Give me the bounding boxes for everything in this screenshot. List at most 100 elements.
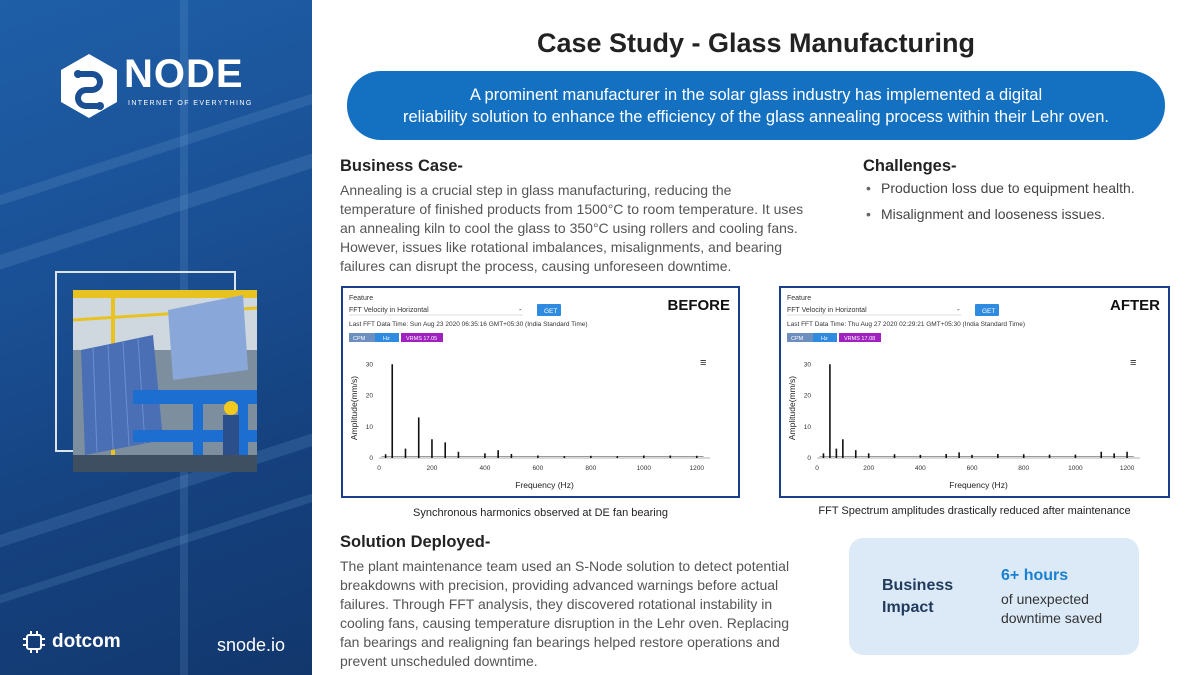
after-chart-panel: Feature FFT Velocity in Horizontal - GET Las… bbox=[779, 286, 1170, 498]
impact-desc-line: downtime saved bbox=[1001, 610, 1103, 626]
text-line: cooling fans, causing temperature disrup… bbox=[340, 615, 790, 631]
menu-icon[interactable]: ≡ bbox=[1130, 357, 1136, 369]
intro-banner: A prominent manufacturer in the solar gl… bbox=[347, 71, 1165, 140]
y-tick-label: 30 bbox=[366, 361, 374, 368]
hz-toggle[interactable] bbox=[813, 333, 837, 342]
vrms-label: VRMS 17.08 bbox=[844, 336, 875, 342]
x-tick-label: 600 bbox=[532, 465, 543, 472]
x-tick-label: 1200 bbox=[1120, 465, 1135, 472]
x-tick-label: 600 bbox=[967, 465, 978, 472]
brand-tagline: INTERNET OF EVERYTHING bbox=[128, 100, 253, 107]
node-hex-icon bbox=[61, 54, 117, 118]
business-case-text: Annealing is a crucial step in glass man… bbox=[340, 181, 820, 276]
x-tick-label: 400 bbox=[915, 465, 926, 472]
x-axis-label: Frequency (Hz) bbox=[515, 480, 574, 490]
cpm-label: CPM bbox=[353, 336, 366, 342]
y-tick-label: 20 bbox=[366, 393, 374, 400]
y-axis-label: Amplitude(mm/s) bbox=[349, 376, 359, 440]
text-line: failures. Through FFT analysis, they dis… bbox=[340, 596, 773, 612]
chart-title: BEFORE bbox=[667, 297, 730, 314]
brand-name: NODE bbox=[124, 52, 244, 96]
banner-line-2: reliability solution to enhance the effi… bbox=[403, 108, 1109, 126]
impact-card: Business Impact 6+ hours of unexpected d… bbox=[849, 538, 1139, 655]
chart-title: AFTER bbox=[1110, 297, 1160, 314]
y-tick-label: 20 bbox=[804, 393, 812, 400]
cpm-toggle[interactable] bbox=[349, 333, 375, 342]
factory-photo bbox=[73, 290, 257, 472]
dotcom-logo: dotcom bbox=[22, 630, 121, 654]
feature-label: Feature bbox=[349, 295, 373, 302]
x-axis-label: Frequency (Hz) bbox=[949, 480, 1008, 490]
x-tick-label: 1000 bbox=[637, 465, 652, 472]
challenges-list: Production loss due to equipment health.… bbox=[866, 180, 1135, 232]
before-chart: Feature FFT Velocity in Horizontal - GET Las… bbox=[349, 295, 730, 490]
text-line: Annealing is a crucial step in glass man… bbox=[340, 182, 732, 198]
before-chart-panel: Feature FFT Velocity in Horizontal - GET Las… bbox=[341, 286, 740, 498]
get-button[interactable] bbox=[537, 304, 561, 316]
x-tick-label: 200 bbox=[427, 465, 438, 472]
feature-select-value: FFT Velocity in Horizontal bbox=[787, 307, 867, 314]
y-tick-label: 30 bbox=[804, 361, 812, 368]
get-button[interactable] bbox=[975, 304, 999, 316]
cpm-toggle[interactable] bbox=[787, 333, 813, 342]
y-tick-label: 10 bbox=[804, 424, 812, 431]
impact-label-line: Impact bbox=[882, 599, 934, 616]
before-caption: Synchronous harmonics observed at DE fan… bbox=[413, 507, 668, 519]
impact-label: Business Impact bbox=[882, 575, 972, 619]
x-tick-label: 1200 bbox=[690, 465, 705, 472]
text-line: However, issues like rotational imbalanc… bbox=[340, 239, 782, 255]
menu-icon[interactable]: ≡ bbox=[700, 357, 706, 369]
vrms-badge bbox=[839, 333, 881, 342]
hz-label: Hz bbox=[383, 336, 390, 342]
banner-line-1: A prominent manufacturer in the solar gl… bbox=[469, 86, 1043, 104]
chevron-down-icon: - bbox=[957, 305, 960, 314]
x-tick-label: 0 bbox=[815, 465, 819, 472]
list-item: Production loss due to equipment health. bbox=[866, 180, 1135, 196]
hz-label: Hz bbox=[821, 336, 828, 342]
y-axis-label: Amplitude(mm/s) bbox=[787, 376, 797, 440]
impact-value: 6+ hours bbox=[1001, 567, 1069, 584]
vrms-label: VRMS 17.05 bbox=[406, 336, 437, 342]
x-tick-label: 400 bbox=[479, 465, 490, 472]
challenges-heading: Challenges- bbox=[863, 157, 957, 175]
text-line: an annealing kiln to cool the glass to 3… bbox=[340, 220, 798, 236]
x-tick-label: 800 bbox=[585, 465, 596, 472]
x-tick-label: 1000 bbox=[1068, 465, 1083, 472]
x-tick-label: 0 bbox=[377, 465, 381, 472]
impact-description: of unexpected downtime saved bbox=[1001, 590, 1131, 628]
cpm-label: CPM bbox=[791, 336, 804, 342]
dotcom-label: dotcom bbox=[52, 631, 121, 652]
brand-panel: NODE INTERNET OF EVERYTHING bbox=[0, 0, 312, 675]
last-fft-time: Last FFT Data Time: Sun Aug 23 2020 06:3… bbox=[349, 321, 588, 328]
text-line: failures can disrupt the process, causin… bbox=[340, 258, 732, 274]
after-caption: FFT Spectrum amplitudes drastically redu… bbox=[818, 505, 1131, 517]
text-line: temperature of finished products from 15… bbox=[340, 201, 804, 217]
vrms-badge bbox=[401, 333, 443, 342]
feature-label: Feature bbox=[787, 295, 811, 302]
site-link[interactable]: snode.io bbox=[217, 635, 286, 655]
solution-heading: Solution Deployed- bbox=[340, 533, 491, 551]
text-line: fan bearings and realigning fan bearings… bbox=[340, 634, 780, 650]
text-line: breakdowns with precision, providing adv… bbox=[340, 577, 779, 593]
x-tick-label: 800 bbox=[1018, 465, 1029, 472]
text-line: prevent unscheduled downtime. bbox=[340, 653, 538, 669]
business-case-heading: Business Case- bbox=[340, 157, 463, 175]
impact-label-line: Business bbox=[882, 577, 954, 594]
get-button-label: GET bbox=[544, 308, 557, 315]
impact-desc-line: of unexpected bbox=[1001, 591, 1089, 607]
y-tick-label: 0 bbox=[369, 455, 373, 462]
hz-toggle[interactable] bbox=[375, 333, 399, 342]
get-button-label: GET bbox=[982, 308, 995, 315]
chevron-down-icon: - bbox=[519, 305, 522, 314]
page-title: Case Study - Glass Manufacturing bbox=[536, 28, 976, 58]
y-tick-label: 10 bbox=[366, 424, 374, 431]
list-item: Misalignment and looseness issues. bbox=[866, 206, 1135, 222]
after-chart: Feature FFT Velocity in Horizontal - GET Las… bbox=[787, 295, 1160, 490]
text-line: The plant maintenance team used an S-Nod… bbox=[340, 558, 790, 574]
last-fft-time: Last FFT Data Time: Thu Aug 27 2020 02:2… bbox=[787, 321, 1025, 328]
chip-icon bbox=[23, 631, 45, 653]
y-tick-label: 0 bbox=[807, 455, 811, 462]
node-logo: NODE INTERNET OF EVERYTHING bbox=[58, 52, 268, 122]
solution-text: The plant maintenance team used an S-Nod… bbox=[340, 557, 820, 671]
